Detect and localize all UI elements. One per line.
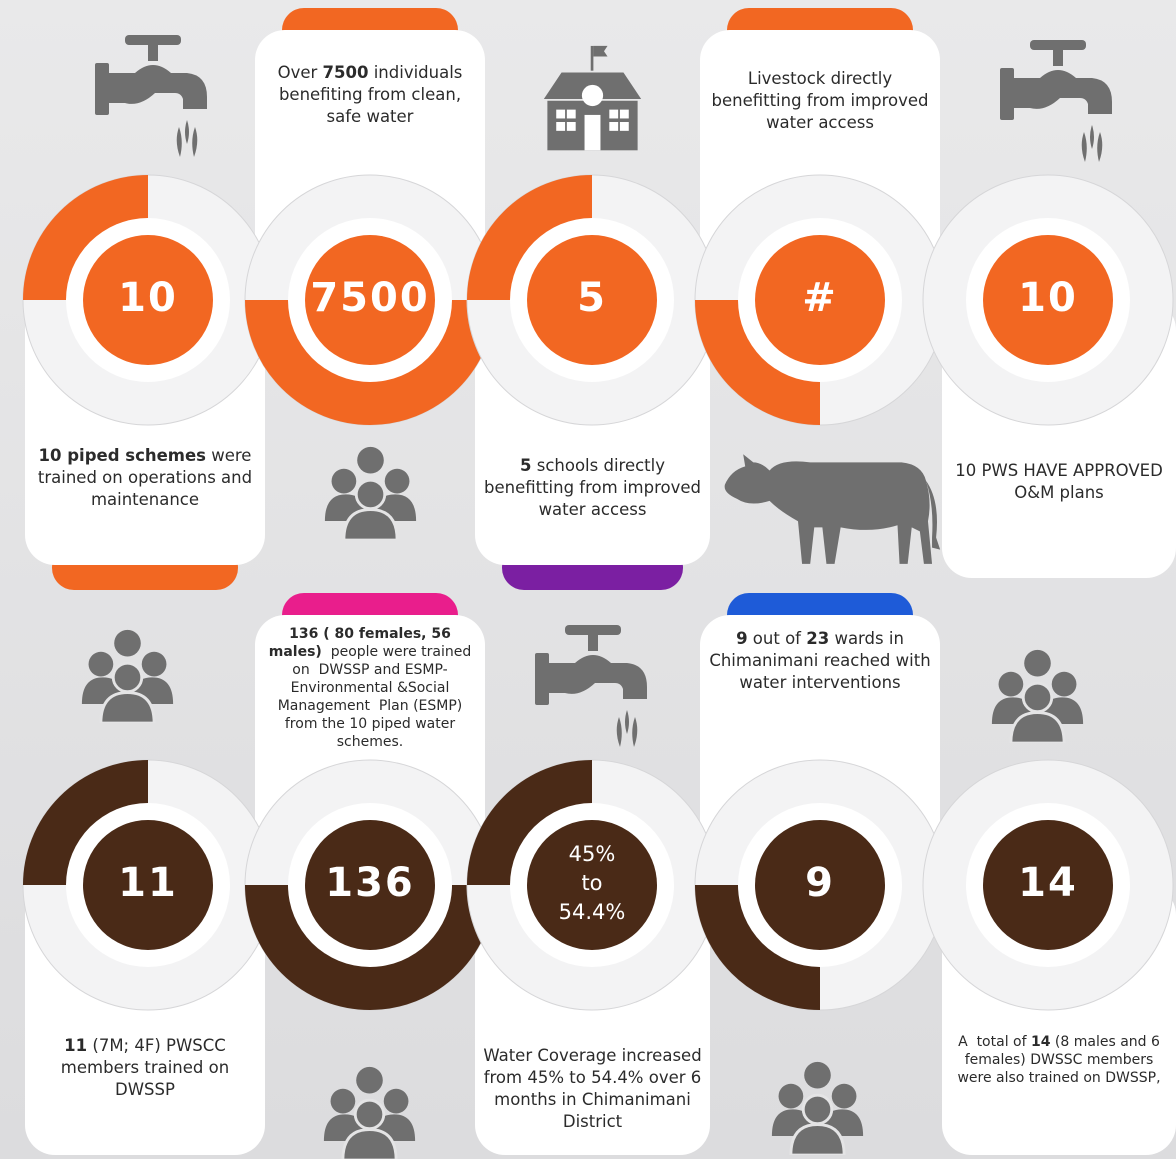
text-segment: 23 <box>806 629 829 648</box>
text-segment: schools directly benefitting from improv… <box>484 456 706 519</box>
text-segment: Water Coverage increased from 45% to 54.… <box>483 1046 707 1131</box>
text-segment: 14 <box>1031 1034 1050 1050</box>
figure: 7500 <box>305 275 435 321</box>
people-icon <box>82 630 173 723</box>
text-segment: 9 <box>736 629 747 648</box>
description: 10 piped schemes were trained on operati… <box>31 445 259 511</box>
infographic: 10 10 piped schemes were trained on opera… <box>0 0 1176 1159</box>
figure-line: 45% <box>527 840 657 869</box>
people-icon <box>772 1062 863 1155</box>
figure: 5 <box>527 275 657 321</box>
figure: 10 <box>983 275 1113 321</box>
tap-icon <box>1000 40 1112 162</box>
description: A total of 14 (8 males and 6 females) DW… <box>948 1033 1170 1087</box>
text-segment: 5 <box>520 456 531 475</box>
figure: 9 <box>755 860 885 906</box>
description: Livestock directly benefitting from impr… <box>706 68 934 134</box>
figure: 11 <box>83 860 213 906</box>
description: Over 7500 individuals benefiting from cl… <box>261 62 479 128</box>
text-segment: A total of <box>958 1034 1031 1050</box>
description: 11 (7M; 4F) PWSCC members trained on DWS… <box>31 1035 259 1101</box>
tap-icon <box>95 35 207 157</box>
figure-line: to <box>527 869 657 898</box>
description: Water Coverage increased from 45% to 54.… <box>481 1045 704 1133</box>
graphics <box>0 0 1176 1159</box>
people-icon <box>325 447 416 540</box>
text-segment: 11 <box>64 1036 87 1055</box>
text-segment: 10 PWS HAVE APPROVED O&M plans <box>955 461 1173 502</box>
figure-line: 54.4% <box>527 898 657 927</box>
description: 136 ( 80 females, 56 males) people were … <box>261 625 479 751</box>
figure: # <box>755 275 885 321</box>
cow-icon <box>725 454 941 564</box>
text-segment: 10 piped schemes <box>39 446 206 465</box>
text-segment: 7500 <box>323 63 369 82</box>
text-segment: Livestock directly benefitting from impr… <box>711 69 933 132</box>
figure: 136 <box>305 860 435 906</box>
description: 10 PWS HAVE APPROVED O&M plans <box>948 460 1170 504</box>
school-icon <box>544 46 641 150</box>
text-segment: out of <box>748 629 807 648</box>
figure: 10 <box>83 275 213 321</box>
people-icon <box>992 650 1083 743</box>
figure: 14 <box>983 860 1113 906</box>
text-segment: Over <box>278 63 323 82</box>
description: 5 schools directly benefitting from impr… <box>481 455 704 521</box>
tap-icon <box>535 625 647 747</box>
text-segment: (7M; 4F) PWSCC members trained on DWSSP <box>61 1036 235 1099</box>
description: 9 out of 23 wards in Chimanimani reached… <box>706 628 934 694</box>
people-icon <box>324 1067 415 1159</box>
